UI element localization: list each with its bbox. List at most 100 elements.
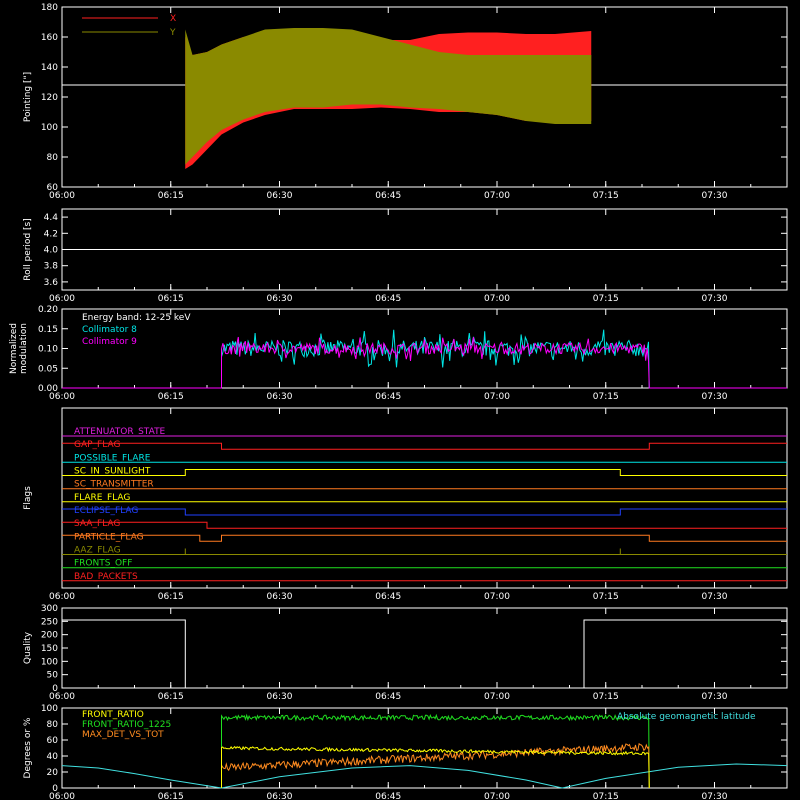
flag-line	[62, 521, 787, 529]
legend-label: Y	[169, 28, 176, 38]
x-tick-label: 06:45	[375, 294, 401, 304]
y-tick-label: 100	[41, 123, 58, 133]
y-tick-label: 0	[52, 684, 58, 694]
y-axis-label: Degrees or %	[23, 717, 33, 778]
y-tick-label: 0.00	[38, 384, 58, 394]
legend-label: Collimator 9	[82, 337, 137, 347]
flag-line	[62, 534, 787, 542]
y-tick-label: 3.8	[44, 262, 59, 272]
x-tick-label: 06:00	[49, 294, 75, 304]
y-tick-label: 250	[41, 617, 58, 627]
y-tick-label: 160	[41, 33, 58, 43]
x-tick-label: 07:00	[484, 592, 510, 602]
x-tick-label: 06:15	[158, 692, 184, 702]
x-tick-label: 06:30	[267, 692, 293, 702]
panel-5: 06:00 06:15 06:30 06:45 07:00 07:15 07:30	[49, 707, 788, 800]
x-tick-label: 06:30	[267, 792, 293, 800]
y-tick-label: 4.2	[44, 229, 58, 239]
x-tick-label: 07:15	[593, 792, 619, 800]
x-tick-label: 06:15	[158, 392, 184, 402]
x-tick-label: 06:00	[49, 692, 75, 702]
y-tick-label: 0.10	[38, 345, 58, 355]
y-tick-label: 100	[41, 704, 58, 714]
panel-frame	[61, 407, 788, 589]
panel-1: 06:00 06:15 06:30 06:45 07:00 07:15 07:30	[49, 208, 788, 304]
x-tick-label: 07:15	[593, 392, 619, 402]
legend-label: MAX_DET_VS_TOT	[82, 730, 164, 740]
y-tick-label: 50	[47, 671, 59, 681]
x-tick-label: 06:45	[375, 692, 401, 702]
y-axis-label: Pointing ["]	[23, 72, 33, 122]
y-axis-label: Normalized modulation	[9, 323, 29, 374]
x-tick-label: 06:00	[49, 392, 75, 402]
ratio-trace-2	[221, 742, 650, 789]
x-tick-label: 06:30	[267, 191, 293, 201]
x-tick-label: 07:30	[702, 294, 728, 304]
y-tick-label: 60	[47, 183, 59, 193]
y-axis-label: Flags	[23, 486, 33, 510]
y-tick-label: 150	[41, 644, 58, 654]
y-tick-label: 140	[41, 63, 58, 73]
panel-3: 06:00 06:15 06:30 06:45 07:00 07:15 07:30	[49, 407, 788, 602]
x-tick-label: 06:30	[267, 592, 293, 602]
y-axis-label: Quality	[23, 631, 33, 664]
x-tick-label: 07:15	[593, 592, 619, 602]
x-tick-label: 07:00	[484, 792, 510, 800]
y-tick-label: 300	[41, 604, 58, 614]
flag-label: SAA_FLAG	[74, 519, 120, 529]
y-axis-label-line: Normalized	[9, 323, 19, 374]
x-tick-label: 07:30	[702, 191, 728, 201]
flag-line	[62, 442, 787, 450]
x-tick-label: 07:15	[593, 191, 619, 201]
flag-line	[62, 508, 787, 516]
x-tick-label: 06:00	[49, 592, 75, 602]
x-tick-label: 07:30	[702, 692, 728, 702]
energy-band-annotation: Energy band: 12-25 keV	[82, 313, 191, 323]
y-tick-label: 0.20	[38, 305, 58, 315]
x-tick-label: 06:45	[375, 592, 401, 602]
pointing-band-y	[185, 28, 592, 165]
modulation-trace-0	[62, 329, 787, 389]
y-axis-label: Quality	[23, 631, 33, 664]
panel-2: 06:00 06:15 06:30 06:45 07:00 07:15 07:30	[49, 308, 788, 402]
legend-label: Collimator 8	[82, 325, 137, 335]
flag-label: POSSIBLE_FLARE	[74, 453, 151, 463]
x-tick-label: 07:00	[484, 692, 510, 702]
flag-label: ECLIPSE_FLAG	[74, 506, 138, 516]
x-tick-label: 06:00	[49, 792, 75, 800]
legend-label: Absolute geomagnetic latitude	[617, 712, 756, 722]
flag-label: BAD_PACKETS	[74, 572, 138, 582]
x-tick-label: 06:30	[267, 392, 293, 402]
flag-label: PARTICLE_FLAG	[74, 532, 144, 542]
quality-line	[62, 619, 787, 689]
y-axis-label: Degrees or %	[23, 717, 33, 778]
flag-label: SC_TRANSMITTER	[74, 480, 154, 490]
flag-label: FLARE_FLAG	[74, 493, 130, 503]
legend-label: FRONT_RATIO_1225	[82, 720, 171, 730]
x-tick-label: 06:15	[158, 792, 184, 800]
flag-label: SC_IN_SUNLIGHT	[74, 467, 151, 477]
x-tick-label: 06:00	[49, 191, 75, 201]
y-tick-label: 60	[47, 736, 59, 746]
flag-label: ATTENUATOR_STATE	[74, 427, 166, 437]
y-tick-label: 3.6	[44, 278, 59, 288]
x-tick-label: 06:30	[267, 294, 293, 304]
legend-label: X	[170, 14, 176, 24]
y-tick-label: 80	[47, 153, 59, 163]
x-tick-label: 06:15	[158, 592, 184, 602]
ratio-trace-1	[221, 713, 650, 789]
x-tick-label: 07:30	[702, 592, 728, 602]
y-tick-label: 120	[41, 93, 58, 103]
y-axis-label: Roll period [s]	[23, 218, 33, 280]
x-tick-label: 06:15	[158, 191, 184, 201]
y-tick-label: 180	[41, 3, 58, 13]
x-tick-label: 06:45	[375, 191, 401, 201]
legend-label: FRONT_RATIO	[82, 710, 144, 720]
y-tick-label: 4.4	[44, 213, 59, 223]
x-tick-label: 07:00	[484, 191, 510, 201]
y-tick-label: 40	[47, 752, 59, 762]
x-tick-label: 06:15	[158, 294, 184, 304]
geomagnetic-latitude-line	[61, 763, 788, 789]
y-tick-label: 0.05	[38, 364, 58, 374]
